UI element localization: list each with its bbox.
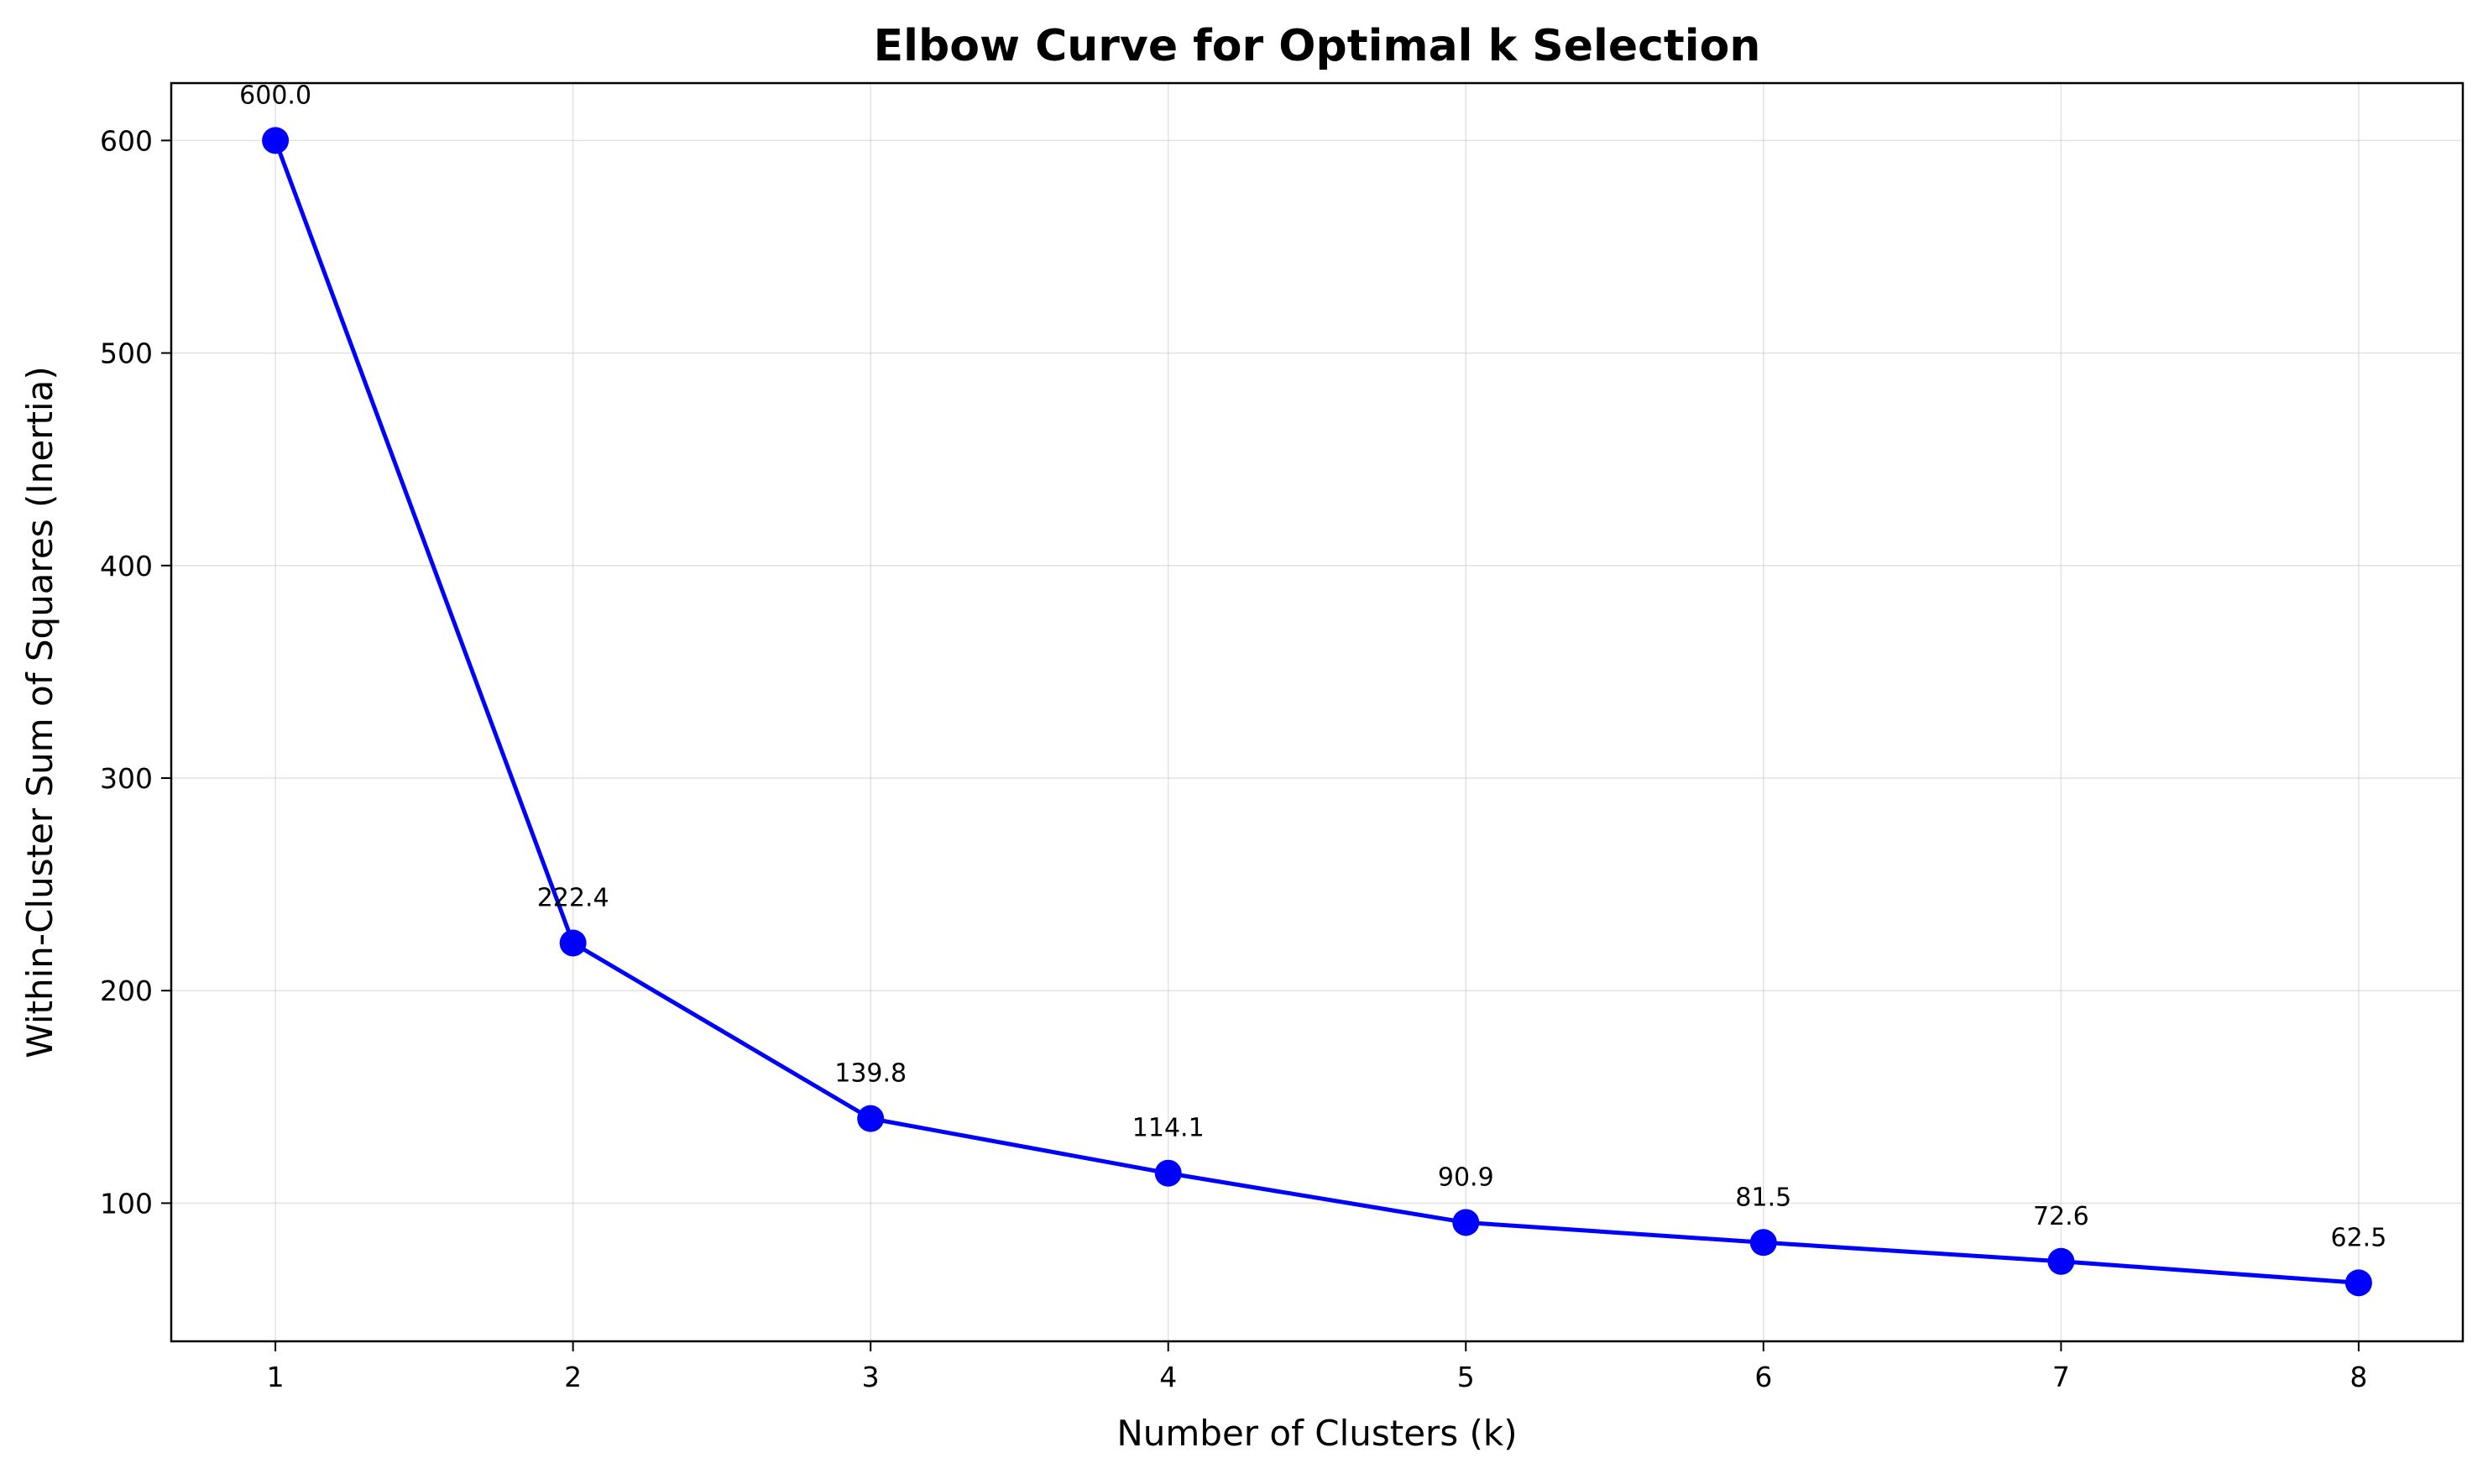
x-tick-label: 8 <box>2349 1361 2367 1393</box>
y-tick-label: 600 <box>100 124 153 157</box>
y-tick-label: 400 <box>100 550 153 583</box>
x-tick-label: 4 <box>1159 1361 1177 1393</box>
y-tick-label: 200 <box>100 975 153 1007</box>
data-value-label: 114.1 <box>1132 1114 1205 1143</box>
data-point-marker <box>559 929 587 957</box>
data-point-marker <box>262 127 290 154</box>
data-value-label: 222.4 <box>537 883 609 912</box>
series-markers <box>262 127 2372 1297</box>
y-axis-label: Within-Cluster Sum of Squares (Inertia) <box>19 366 60 1058</box>
data-point-marker <box>2047 1247 2075 1275</box>
data-point-marker <box>857 1105 885 1132</box>
x-tick-label: 2 <box>564 1361 582 1393</box>
data-point-marker <box>1452 1209 1480 1236</box>
x-tick-label: 7 <box>2052 1361 2070 1393</box>
y-tick-label: 500 <box>100 337 153 370</box>
data-point-marker <box>1749 1229 1777 1257</box>
data-value-label: 139.8 <box>834 1059 907 1089</box>
x-tick-label: 6 <box>1754 1361 1772 1393</box>
x-tick-label: 3 <box>862 1361 880 1393</box>
data-value-label: 62.5 <box>2331 1223 2387 1252</box>
data-value-label: 81.5 <box>1735 1183 1791 1212</box>
x-axis-ticks: 1 2 3 4 5 6 7 8 <box>267 1341 2367 1393</box>
data-point-marker <box>1154 1159 1182 1187</box>
grid-lines <box>171 83 2463 1341</box>
data-value-label: 90.9 <box>1438 1163 1494 1192</box>
series-line-layer <box>273 138 2361 1285</box>
y-tick-label: 300 <box>100 762 153 795</box>
data-labels: 600.0 222.4 139.8 114.1 90.9 81.5 72.6 62.5 <box>239 81 2386 1252</box>
data-point-marker <box>2344 1269 2372 1297</box>
series-line <box>273 138 2361 1285</box>
data-value-label: 600.0 <box>239 81 311 110</box>
plot-area-frame <box>170 81 2464 1343</box>
y-axis-ticks: 100 200 300 400 500 600 <box>100 124 171 1220</box>
x-axis-label: Number of Clusters (k) <box>1116 1413 1517 1454</box>
data-value-label: 72.6 <box>2033 1202 2089 1231</box>
y-tick-label: 100 <box>100 1187 153 1220</box>
x-tick-label: 1 <box>267 1361 285 1393</box>
chart-title: Elbow Curve for Optimal k Selection <box>874 21 1761 71</box>
x-tick-label: 5 <box>1457 1361 1475 1393</box>
